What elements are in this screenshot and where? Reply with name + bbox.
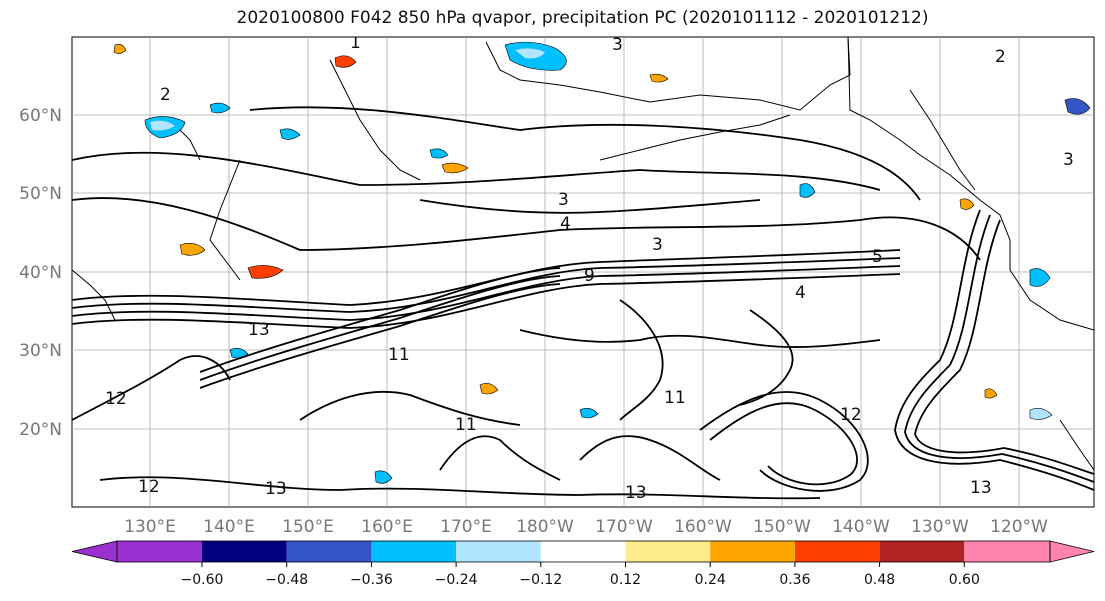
contour-label: 9 <box>584 266 595 286</box>
colorbar-tick-label: 0.24 <box>695 572 726 588</box>
colorbar-segment <box>456 541 541 562</box>
contour-label: 1 <box>350 33 361 53</box>
longitude-tick-label: 180°W <box>516 517 574 537</box>
longitude-tick-label: 140°W <box>832 517 890 537</box>
colorbar-tick-label: −0.60 <box>181 572 224 588</box>
colorbar-tick-label: −0.36 <box>350 572 393 588</box>
longitude-tick-label: 150°E <box>282 517 334 537</box>
longitude-tick-label: 150°W <box>753 517 811 537</box>
colorbar-segment <box>202 541 287 562</box>
colorbar-segment <box>625 541 711 562</box>
longitude-tick-label: 130°E <box>124 517 176 537</box>
contour-lines <box>72 106 1094 500</box>
contour-label: 11 <box>664 388 686 408</box>
contour-label: 12 <box>105 389 127 409</box>
colorbar-tick-label: −0.24 <box>435 572 478 588</box>
contour-label: 4 <box>795 283 806 303</box>
contour-label: 3 <box>652 235 663 255</box>
contour-label: 2 <box>995 47 1006 67</box>
colorbar <box>71 540 1095 563</box>
colorbar-tick-label: 0.48 <box>864 572 895 588</box>
contour-label: 2 <box>160 85 171 105</box>
latitude-tick-labels: 60°N 50°N 40°N 30°N 20°N <box>19 106 62 440</box>
contour-labels: 1 2 2 3 3 3 3 4 4 5 9 11 11 11 12 12 12 … <box>105 33 1074 503</box>
colorbar-segment <box>540 541 626 562</box>
latitude-tick-label: 60°N <box>19 106 62 126</box>
colorbar-tick-labels: −0.60 −0.48 −0.36 −0.24 −0.12 0.12 0.24 0.36 0.4… <box>181 562 980 588</box>
longitude-tick-label: 140°E <box>203 517 255 537</box>
colorbar-segment <box>286 541 372 562</box>
colorbar-tick-label: 0.60 <box>949 572 980 588</box>
latitude-tick-label: 50°N <box>19 184 62 204</box>
colorbar-tick-label: 0.12 <box>610 572 641 588</box>
latitude-tick-label: 30°N <box>19 341 62 361</box>
colorbar-segment <box>964 541 1050 562</box>
contour-label: 13 <box>970 478 992 498</box>
contour-label: 13 <box>625 483 647 503</box>
contour-label: 5 <box>872 247 883 267</box>
contour-label: 3 <box>1063 150 1074 170</box>
coastlines <box>72 37 1094 471</box>
contour-label: 12 <box>840 405 862 425</box>
colorbar-outline <box>116 540 1051 563</box>
colorbar-tick-label: −0.12 <box>519 572 562 588</box>
longitude-tick-label: 170°W <box>595 517 653 537</box>
precip-patches <box>113 41 1091 484</box>
colorbar-extension-min <box>71 540 118 563</box>
longitude-tick-label: 160°E <box>361 517 413 537</box>
contour-label: 3 <box>612 35 623 55</box>
contour-label: 13 <box>265 479 287 499</box>
colorbar-segment <box>794 541 880 562</box>
latitude-tick-label: 20°N <box>19 420 62 440</box>
colorbar-segment <box>879 541 965 562</box>
colorbar-tick-label: −0.48 <box>265 572 308 588</box>
contour-label: 13 <box>248 320 270 340</box>
colorbar-tick-label: 0.36 <box>779 572 810 588</box>
contour-label: 3 <box>558 190 569 210</box>
contour-label: 11 <box>455 415 477 435</box>
latitude-tick-label: 40°N <box>19 263 62 283</box>
contour-label: 4 <box>560 214 571 234</box>
colorbar-segment <box>371 541 457 562</box>
map-title: 2020100800 F042 850 hPa qvapor, precipit… <box>236 8 929 28</box>
longitude-tick-label: 120°W <box>990 517 1048 537</box>
colorbar-segment <box>710 541 795 562</box>
colorbar-extension-max <box>1049 540 1095 563</box>
longitude-tick-labels: 130°E 140°E 150°E 160°E 170°E 180°W 170°W 160°W… <box>124 517 1048 537</box>
colorbar-segment <box>117 541 202 562</box>
longitude-tick-label: 170°E <box>440 517 492 537</box>
contour-label: 12 <box>138 477 160 497</box>
contour-label: 11 <box>388 345 410 365</box>
longitude-tick-label: 130°W <box>911 517 969 537</box>
longitude-tick-label: 160°W <box>674 517 732 537</box>
